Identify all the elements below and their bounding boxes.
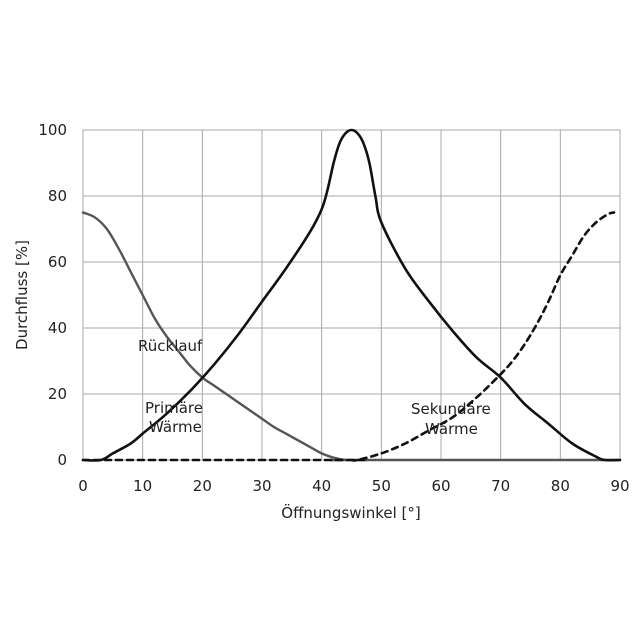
annotation-sekundaer-line1: Sekundäre	[411, 400, 491, 418]
x-tick-label: 70	[491, 477, 510, 495]
x-tick-label: 0	[78, 477, 88, 495]
annotation-sekundaer-line2: Wärme	[425, 420, 478, 438]
sekundaere-waerme-line	[81, 211, 616, 462]
y-tick-label: 20	[48, 385, 67, 403]
annotation-ruecklauf: Rücklauf	[138, 337, 203, 355]
y-tick-label: 0	[57, 451, 67, 469]
y-tick-label: 40	[48, 319, 67, 337]
x-tick-label: 80	[551, 477, 570, 495]
x-tick-label: 50	[372, 477, 391, 495]
y-axis-title: Durchfluss [%]	[13, 240, 31, 350]
x-tick-label: 60	[431, 477, 450, 495]
y-tick-label: 60	[48, 253, 67, 271]
y-tick-label: 100	[38, 121, 67, 139]
annotation-primaer-line2: Wärme	[149, 418, 202, 436]
x-tick-label: 90	[610, 477, 629, 495]
y-tick-labels: 0 20 40 60 80 100	[38, 121, 67, 469]
x-tick-label: 30	[252, 477, 271, 495]
x-axis-title: Öffnungswinkel [°]	[281, 503, 420, 522]
series-layer	[81, 128, 622, 462]
x-tick-label: 10	[133, 477, 152, 495]
annotation-primaer-line1: Primäre	[145, 399, 203, 417]
x-tick-label: 20	[193, 477, 212, 495]
x-tick-label: 40	[312, 477, 331, 495]
ruecklauf-line	[81, 211, 622, 462]
primaere-waerme-line	[81, 128, 622, 462]
x-tick-labels: 0 10 20 30 40 50 60 70 80 90	[78, 477, 629, 495]
y-tick-label: 80	[48, 187, 67, 205]
